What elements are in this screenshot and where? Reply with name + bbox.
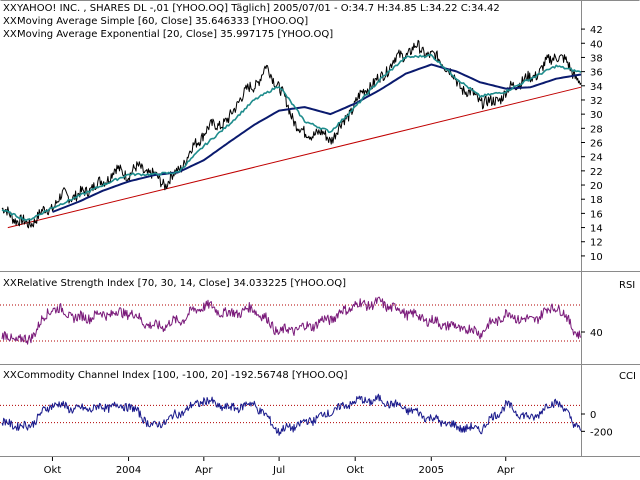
price-panel: 10 12 14 16 18 20 22 24 26 28 30 32 34 36 38 40 42	[1, 25, 603, 263]
date-tick-label: 2004	[116, 465, 141, 476]
sma-title: Moving Average Simple [60, Close] 35.646…	[17, 16, 308, 27]
ema-caption: XX Moving Average Exponential [20, Close…	[3, 29, 333, 40]
price-tick-label: 36	[590, 68, 603, 79]
date-tick-label: Apr	[497, 465, 515, 476]
date-axis: Okt 2004 Apr Jul Okt 2005 Apr	[44, 457, 515, 476]
cci-axis: 0 -200	[581, 410, 613, 438]
sma-marker: XX	[3, 16, 17, 27]
date-tick-label: 2005	[419, 465, 444, 476]
rsi-reference-lines	[0, 304, 581, 342]
date-tick-label: Jul	[272, 465, 285, 476]
price-tick-label: 16	[590, 209, 603, 220]
price-tick-label: 24	[590, 153, 603, 164]
cci-tick-label: -200	[590, 427, 613, 438]
price-tick-label: 22	[590, 167, 603, 178]
rsi-panel-name: RSI	[619, 280, 635, 291]
cci-title: Commodity Channel Index [100, -100, 20] …	[17, 370, 348, 381]
rsi-series-group	[1, 296, 582, 345]
rsi-axis: 40	[581, 328, 603, 339]
cci-reference-lines	[0, 404, 581, 424]
price-tick-label: 10	[590, 252, 603, 263]
price-tick-label: 40	[590, 39, 603, 50]
price-marker: XX	[3, 3, 17, 14]
rsi-panel: 40	[0, 296, 603, 345]
price-tick-label: 38	[590, 53, 603, 64]
ema-line	[1, 54, 582, 222]
cci-marker: XX	[3, 370, 17, 381]
cci-tick-label: 0	[590, 410, 596, 421]
panel-frames	[0, 0, 640, 457]
price-tick-label: 20	[590, 181, 603, 192]
price-series-group	[1, 39, 582, 229]
price-title: YAHOO! INC. , SHARES DL -,01 [YHOO.OQ] T…	[16, 3, 500, 14]
ema-marker: XX	[3, 29, 17, 40]
price-tick-label: 42	[590, 25, 603, 36]
price-line	[1, 39, 582, 229]
sma-line	[52, 63, 582, 213]
cci-series-group	[1, 393, 582, 436]
price-tick-label: 30	[590, 110, 603, 121]
date-tick-label: Okt	[346, 465, 364, 476]
date-tick-label: Apr	[195, 465, 213, 476]
date-tick-label: Okt	[44, 465, 62, 476]
rsi-title: Relative Strength Index [70, 30, 14, Clo…	[17, 278, 346, 289]
cci-caption: XX Commodity Channel Index [100, -100, 2…	[3, 370, 636, 382]
ema-title: Moving Average Exponential [20, Close] 3…	[17, 29, 333, 40]
price-tick-label: 28	[590, 124, 603, 135]
price-tick-label: 26	[590, 139, 603, 150]
price-tick-label: 34	[590, 82, 603, 93]
price-tick-label: 12	[590, 238, 603, 249]
rsi-caption: XX Relative Strength Index [70, 30, 14, …	[3, 278, 635, 291]
rsi-marker: XX	[3, 278, 17, 289]
trend-line	[7, 86, 582, 229]
cci-panel-name: CCI	[619, 371, 636, 382]
price-axis: 10 12 14 16 18 20 22 24 26 28 30 32 34 36 38 40 42	[581, 25, 603, 263]
price-tick-label: 32	[590, 96, 603, 107]
price-tick-label: 14	[590, 224, 603, 235]
cci-line	[1, 393, 582, 436]
sma-caption: XX Moving Average Simple [60, Close] 35.…	[3, 16, 308, 27]
price-caption: XX YAHOO! INC. , SHARES DL -,01 [YHOO.OQ…	[3, 3, 500, 14]
rsi-tick-label: 40	[590, 328, 603, 339]
price-tick-label: 18	[590, 195, 603, 206]
rsi-line	[1, 296, 582, 345]
cci-panel: 0 -200	[0, 393, 613, 438]
